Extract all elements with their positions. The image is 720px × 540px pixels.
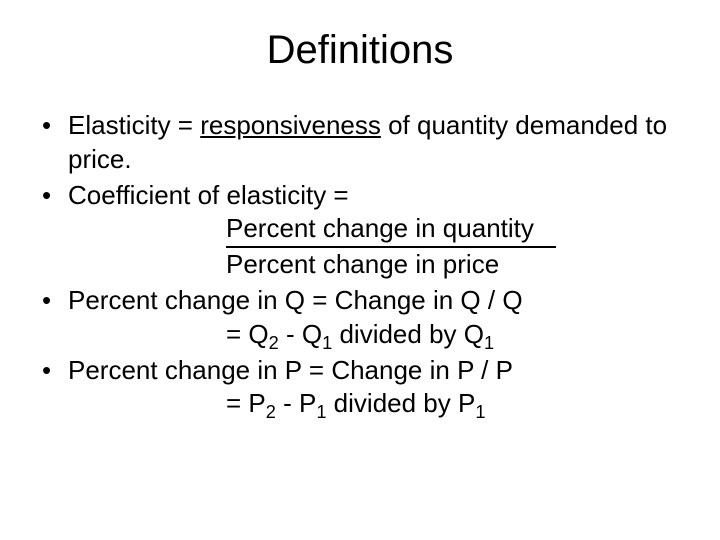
p-line1: Percent change in P = Change in P / P xyxy=(68,355,513,385)
slide-content: Elasticity = responsiveness of quantity … xyxy=(40,109,680,421)
sub-1d: 1 xyxy=(475,403,485,423)
text-underlined: responsiveness xyxy=(200,110,381,140)
bullet-percent-p: Percent change in P = Change in P / P = … xyxy=(40,354,680,422)
bullet-list: Elasticity = responsiveness of quantity … xyxy=(40,109,680,421)
q-pre: = Q xyxy=(226,319,269,349)
fraction-numerator: Percent change in quantity xyxy=(68,212,680,246)
sub-1b: 1 xyxy=(484,333,494,353)
q-mid: - Q xyxy=(279,319,322,349)
coefficient-line1: Coefficient of elasticity = xyxy=(68,180,349,210)
sub-1c: 1 xyxy=(316,403,326,423)
q-line1: Percent change in Q = Change in Q / Q xyxy=(68,285,523,315)
sub-1: 1 xyxy=(322,333,332,353)
q-post: divided by Q xyxy=(332,319,484,349)
text-pre: Elasticity = xyxy=(68,110,200,140)
p-pre: = P xyxy=(226,388,266,418)
bullet-percent-q: Percent change in Q = Change in Q / Q = … xyxy=(40,284,680,352)
bullet-coefficient: Coefficient of elasticity = Percent chan… xyxy=(40,179,680,282)
fraction-denominator: Percent change in price xyxy=(68,248,680,282)
bullet-elasticity: Elasticity = responsiveness of quantity … xyxy=(40,109,680,177)
p-post: divided by P xyxy=(326,388,475,418)
slide-title: Definitions xyxy=(40,28,680,73)
p-line2: = P2 - P1 divided by P1 xyxy=(68,387,680,421)
q-line2: = Q2 - Q1 divided by Q1 xyxy=(68,318,680,352)
sub-2: 2 xyxy=(269,333,279,353)
sub-2b: 2 xyxy=(266,403,276,423)
p-mid: - P xyxy=(276,388,316,418)
